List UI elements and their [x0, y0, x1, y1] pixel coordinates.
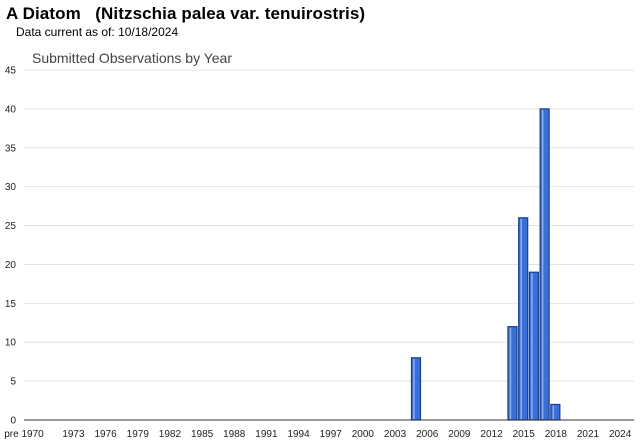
- bar-2005: [410, 357, 422, 421]
- x-tick-label: 1976: [94, 429, 117, 440]
- x-tick-label: 1973: [62, 429, 85, 440]
- data-current-line: Data current as of: 10/18/2024: [16, 25, 178, 39]
- y-tick-label: 40: [5, 104, 17, 115]
- x-tick-label: pre 1970: [4, 429, 44, 440]
- y-tick-label: 10: [5, 338, 17, 349]
- x-tick-label: 2006: [416, 429, 439, 440]
- y-tick-label: 5: [10, 377, 16, 388]
- data-current-date: 10/18/2024: [118, 25, 179, 39]
- x-tick-label: 2018: [545, 429, 568, 440]
- y-tick-label: 30: [5, 182, 17, 193]
- y-tick-label: 35: [5, 143, 17, 154]
- x-tick-label: 1991: [255, 429, 278, 440]
- x-tick-label: 1994: [287, 429, 310, 440]
- chart-grid: [24, 69, 634, 382]
- bar-2015: [518, 217, 529, 421]
- bar-2014: [507, 326, 518, 421]
- x-tick-label: 1997: [320, 429, 343, 440]
- x-tick-label: 1982: [159, 429, 182, 440]
- x-tick-label: 2003: [384, 429, 407, 440]
- x-tick-label: 1985: [191, 429, 214, 440]
- chart-title: Submitted Observations by Year: [32, 50, 232, 66]
- bar-2016: [528, 271, 540, 421]
- x-tick-label: 2000: [352, 429, 375, 440]
- x-tick-label: 2021: [577, 429, 600, 440]
- data-current-label: Data current as of:: [16, 25, 115, 39]
- chart-bars: [410, 108, 561, 421]
- y-tick-label: 0: [10, 416, 16, 427]
- page-title: A Diatom (Nitzschia palea var. tenuirost…: [6, 4, 366, 23]
- bar-2017: [539, 108, 550, 421]
- y-tick-label: 20: [5, 260, 17, 271]
- x-tick-label: 2015: [513, 429, 536, 440]
- x-tick-label: 2009: [448, 429, 471, 440]
- y-tick-label: 45: [5, 66, 17, 77]
- bar-2018: [550, 403, 561, 421]
- chart-axes: 0 5 10 15 20 25 30 35 40 45 pre 1970 1973 1976 1979 19…: [4, 66, 634, 440]
- x-tick-label: 1988: [223, 429, 246, 440]
- x-tick-label: 2024: [609, 429, 632, 440]
- x-tick-label: 2012: [480, 429, 503, 440]
- y-tick-label: 15: [5, 299, 17, 310]
- y-tick-label: 25: [5, 221, 17, 232]
- x-tick-label: 1979: [127, 429, 150, 440]
